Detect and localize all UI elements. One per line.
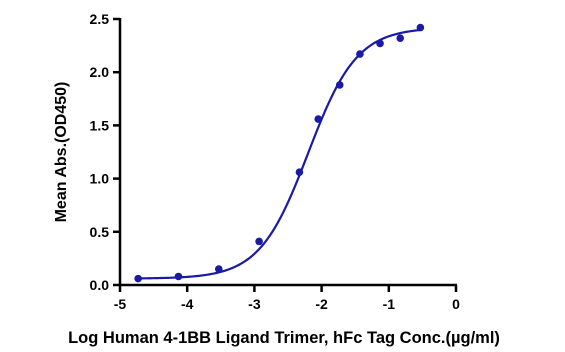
x-tick-label: -1 xyxy=(383,296,396,312)
x-axis-title: Log Human 4-1BB Ligand Trimer, hFc Tag C… xyxy=(68,329,500,347)
data-point xyxy=(215,265,223,273)
x-tick-label: 0 xyxy=(452,296,460,312)
fit-curve-layer xyxy=(138,30,420,278)
y-tick-label: 1.5 xyxy=(90,117,110,133)
x-tick-label: -4 xyxy=(181,296,194,312)
data-points-layer xyxy=(134,24,424,283)
y-tick-label: 2.0 xyxy=(90,64,110,80)
x-tick-label: -3 xyxy=(248,296,261,312)
data-point xyxy=(356,50,364,58)
y-tick-label: 0.0 xyxy=(90,277,110,293)
data-point xyxy=(175,273,183,281)
axes xyxy=(119,18,457,286)
y-axis-title: Mean Abs.(OD450) xyxy=(53,82,70,223)
data-point xyxy=(336,81,344,89)
x-tick-label: -2 xyxy=(315,296,328,312)
data-point xyxy=(417,24,425,32)
data-point xyxy=(255,238,263,246)
data-point xyxy=(376,40,384,48)
data-point xyxy=(396,34,404,42)
fit-curve xyxy=(138,30,420,278)
x-tick-label: -5 xyxy=(114,296,127,312)
y-tick-label: 2.5 xyxy=(90,11,110,27)
y-tick-label: 0.5 xyxy=(90,224,110,240)
data-point xyxy=(296,168,304,176)
data-point xyxy=(134,275,142,283)
data-point xyxy=(314,115,322,123)
ticks: 0.0 0.5 1.0 1.5 2.0 2.5 -5 -4 -3 -2 -1 0 xyxy=(90,11,461,312)
y-tick-label: 1.0 xyxy=(90,171,110,187)
